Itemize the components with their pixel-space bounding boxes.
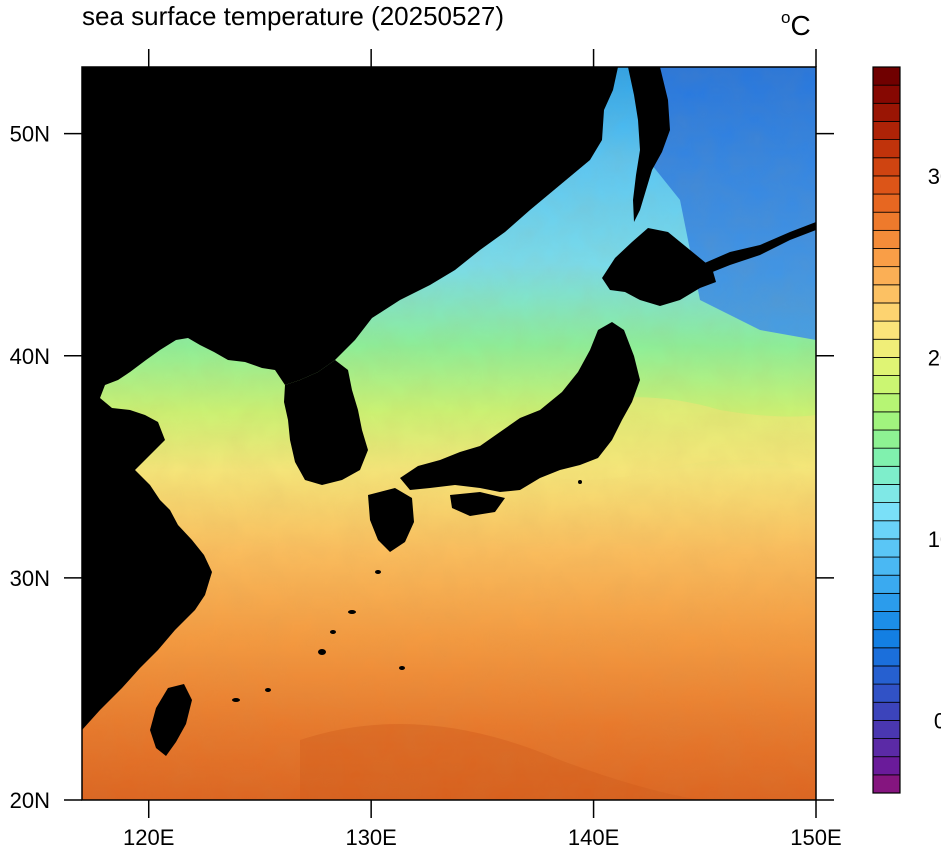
colorbar-swatch: [872, 248, 901, 268]
colorbar-swatch: [872, 774, 901, 794]
colorbar-swatch: [872, 556, 901, 576]
colorbar-swatch: [872, 266, 901, 286]
colorbar-swatch: [872, 66, 901, 86]
colorbar-swatch: [872, 665, 901, 685]
colorbar-swatch: [872, 701, 901, 721]
colorbar-swatch: [872, 411, 901, 431]
lon-tick-label: 130E: [345, 825, 396, 850]
colorbar-swatch: [872, 447, 901, 467]
colorbar-swatch: [872, 756, 901, 776]
land-hokkaido: [602, 228, 716, 306]
lon-tick-label: 150E: [790, 825, 841, 850]
colorbar-swatch: [872, 338, 901, 358]
land-korea: [284, 360, 368, 485]
land-ryukyu-islands: [232, 480, 582, 702]
colorbar-swatch: [872, 229, 901, 249]
colorbar-tick-label: 0: [934, 708, 941, 733]
land-masses: [82, 67, 816, 756]
land-sakhalin: [628, 67, 670, 222]
colorbar-swatch: [872, 574, 901, 594]
lat-tick-label: 40N: [10, 344, 50, 369]
colorbar-swatch: [872, 175, 901, 195]
colorbar-swatch: [872, 356, 901, 376]
colorbar-swatch: [872, 465, 901, 485]
colorbar-swatch: [872, 84, 901, 104]
celsius-letter: C: [790, 10, 811, 41]
colorbar-swatch: [872, 193, 901, 213]
map-frame: [81, 66, 817, 801]
lat-tick-label: 50N: [10, 122, 50, 147]
land-honshu: [400, 322, 640, 492]
colorbar-swatch: [872, 139, 901, 159]
map-axes: 120E 130E 140E 150E 20N 30N 40N 50N: [10, 49, 842, 850]
colorbar-swatch: [872, 302, 901, 322]
lon-tick-label: 120E: [123, 825, 174, 850]
land-kyushu: [368, 488, 414, 552]
units-label: oC: [781, 2, 811, 42]
colorbar-swatch: [872, 211, 901, 231]
land-taiwan: [150, 684, 192, 756]
colorbar-swatch: [872, 629, 901, 649]
colorbar-swatch: [872, 520, 901, 540]
colorbar-tick-label: 20: [928, 345, 941, 370]
colorbar-swatch: [872, 738, 901, 758]
lat-tick-label: 20N: [10, 788, 50, 813]
colorbar-swatch: [872, 683, 901, 703]
map-title: sea surface temperature (20250527): [82, 1, 505, 31]
lat-tick-label: 30N: [10, 566, 50, 591]
colorbar-swatch: [872, 320, 901, 340]
colorbar-swatch: [872, 484, 901, 504]
colorbar-tick-label: 30: [928, 164, 941, 189]
colorbar-swatch: [872, 429, 901, 449]
degree-symbol: o: [781, 8, 791, 27]
colorbar-frame: [872, 66, 901, 794]
colorbar-swatch: [872, 102, 901, 122]
colorbar-swatch: [872, 502, 901, 522]
colorbar-swatch: [872, 393, 901, 413]
colorbar: 0 10 20 30: [872, 66, 941, 794]
land-kurils: [700, 222, 816, 275]
colorbar-swatch: [872, 375, 901, 395]
colorbar-tick-label: 10: [928, 527, 941, 552]
colorbar-swatch: [872, 284, 901, 304]
colorbar-swatch: [872, 611, 901, 631]
colorbar-swatch: [872, 121, 901, 140]
land-continent: [82, 67, 618, 730]
colorbar-swatch: [872, 720, 901, 739]
land-shikoku: [450, 492, 505, 516]
colorbar-swatch: [872, 592, 901, 612]
colorbar-swatch: [872, 647, 901, 667]
lon-tick-label: 140E: [568, 825, 619, 850]
colorbar-swatch: [872, 538, 901, 558]
colorbar-swatch: [872, 157, 901, 177]
